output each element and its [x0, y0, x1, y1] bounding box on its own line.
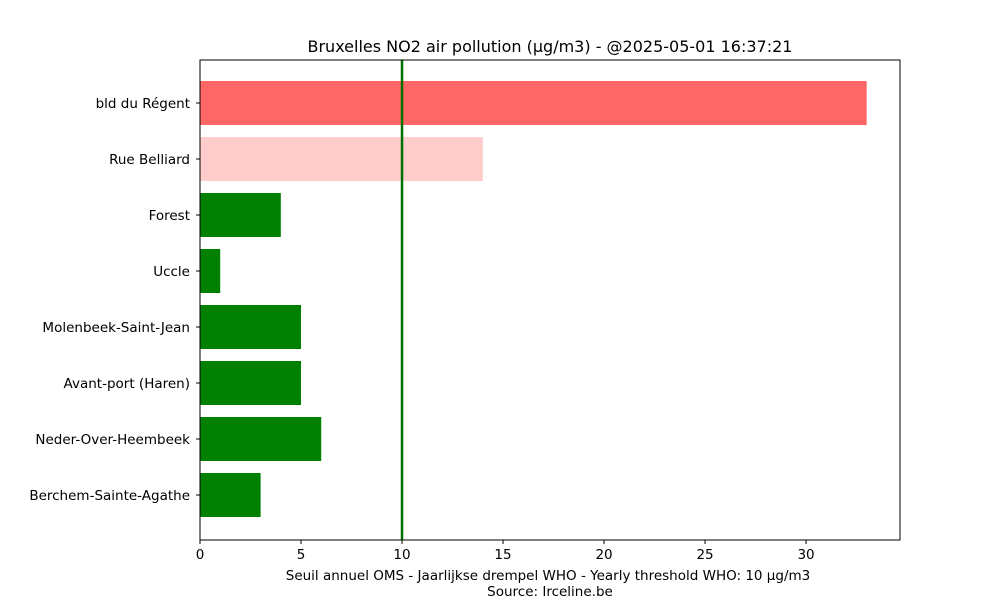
y-tick-label-3: Uccle: [153, 264, 190, 280]
y-tick-label-6: Neder-Over-Heembeek: [35, 432, 190, 448]
bar-3: [200, 249, 221, 293]
y-tick-label-2: Forest: [149, 208, 190, 224]
x-tick-label-2: 10: [393, 547, 410, 563]
x-tick-label-6: 30: [797, 547, 814, 563]
bar-4: [200, 305, 302, 349]
y-tick-label-5: Avant-port (Haren): [64, 376, 190, 392]
chart-title: Bruxelles NO2 air pollution (µg/m3) - @2…: [308, 37, 793, 56]
bar-6: [200, 417, 322, 461]
bars: [200, 81, 867, 517]
x-tick-label-4: 20: [595, 547, 612, 563]
y-axis-ticks: bld du Régent Rue Belliard Forest Uccle Mole…: [29, 96, 200, 504]
bar-1: [200, 137, 483, 181]
x-axis-ticks: 0 5 10 15 20 25 30: [196, 540, 815, 563]
bar-5: [200, 361, 302, 405]
x-axis-label: Seuil annuel OMS - Jaarlijkse drempel WH…: [286, 568, 811, 584]
y-tick-label-1: Rue Belliard: [109, 152, 190, 168]
y-tick-label-7: Berchem-Sainte-Agathe: [29, 488, 190, 504]
bar-7: [200, 473, 261, 517]
y-tick-label-0: bld du Régent: [96, 96, 190, 112]
x-tick-label-1: 5: [297, 547, 306, 563]
y-tick-label-4: Molenbeek-Saint-Jean: [42, 320, 190, 336]
x-tick-label-5: 25: [696, 547, 713, 563]
bar-2: [200, 193, 281, 237]
source-label: Source: Irceline.be: [487, 584, 613, 600]
x-tick-label-0: 0: [196, 547, 205, 563]
bar-0: [200, 81, 867, 125]
x-tick-label-3: 15: [494, 547, 511, 563]
plot-frame: [199, 59, 901, 541]
